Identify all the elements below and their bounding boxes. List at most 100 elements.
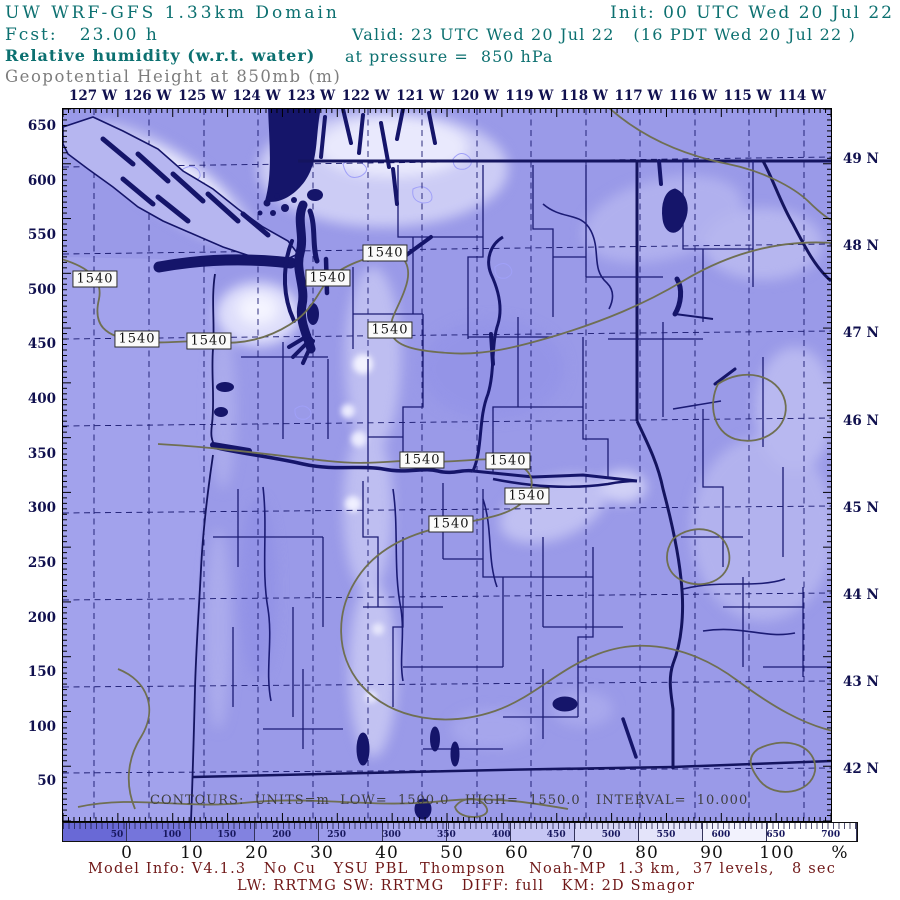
height-contour-label: 1540	[362, 244, 408, 262]
bottom-axis-label: 300	[382, 830, 401, 840]
county-boundaries	[213, 161, 831, 750]
lon-tick-label: 115 W	[723, 88, 772, 104]
colorbar-tick-label: 70	[570, 843, 594, 863]
height-contour-label: 1540	[485, 452, 531, 470]
valid-time: Valid: 23 UTC Wed 20 Jul 22 (16 PDT Wed …	[352, 25, 857, 44]
south-sound	[307, 303, 319, 325]
skagit-bay	[307, 189, 323, 201]
lon-tick-label: 117 W	[614, 88, 663, 104]
lon-tick-label: 116 W	[669, 88, 718, 104]
colorbar-tick-label: 50	[440, 843, 464, 863]
lon-tick-label: 122 W	[341, 88, 390, 104]
height-contour-label: 1540	[305, 269, 351, 287]
left-axis-label: 550	[27, 227, 56, 244]
left-axis-label: 600	[27, 172, 56, 189]
edge-tick-marks	[62, 108, 832, 822]
model-domain-title: UW WRF-GFS 1.33km Domain	[5, 3, 340, 23]
pacific-coastline	[190, 273, 216, 822]
lon-tick-label: 126 W	[123, 88, 172, 104]
lon-tick-label: 121 W	[396, 88, 445, 104]
left-axis-label: 150	[27, 664, 56, 681]
lon-tick-label: 114 W	[778, 88, 827, 104]
colorbar-tick-label: 0	[121, 843, 133, 863]
strait-of-georgia	[265, 107, 321, 202]
left-axis-label: 250	[27, 554, 56, 571]
lat-tick-label: 48 N	[843, 238, 879, 255]
map-svg	[60, 106, 835, 823]
forecast-map	[60, 106, 835, 823]
lon-tick-label: 124 W	[232, 88, 281, 104]
model-info-line1: Model Info: V4.1.3 No Cu YSU PBL Thompso…	[88, 861, 837, 877]
colorbar-tick-label: 80	[635, 843, 659, 863]
bottom-axis-label: 650	[766, 830, 786, 840]
height-contour-label: 1540	[399, 451, 445, 469]
columbia-river-border	[212, 235, 638, 488]
left-axis-label: 50	[37, 773, 56, 790]
bottom-axis-label: 450	[546, 830, 566, 840]
colorbar-tick-label: 40	[375, 843, 399, 863]
left-axis-label: 450	[27, 336, 56, 353]
lon-tick-label: 127 W	[68, 88, 118, 104]
grays-harbor	[216, 382, 234, 392]
bottom-axis-label: 50	[110, 830, 124, 840]
vancouver-island-fjords	[100, 136, 271, 238]
left-axis-label: 650	[27, 118, 56, 134]
bottom-axis-label: 150	[217, 830, 237, 840]
model-info-line2: LW: RRTMG SW: RRTMG DIFF: full KM: 2D Sm…	[237, 878, 696, 894]
colorbar-tick-label: 20	[245, 843, 269, 863]
colorbar-tick-label: 10	[180, 843, 204, 863]
lat-tick-label: 44 N	[843, 587, 879, 603]
contour-info-line: CONTOURS: UNITS=m LOW= 1500.0 HIGH= 1550…	[150, 793, 749, 808]
height-contour-label: 1540	[428, 515, 474, 533]
height-contour-label: 1540	[114, 330, 160, 348]
lat-tick-label: 45 N	[843, 499, 879, 516]
forecast-hour: Fcst: 23.00 h	[5, 25, 159, 45]
lat-tick-label: 49 N	[843, 151, 879, 167]
lat-tick-label: 46 N	[843, 412, 879, 429]
bc-coast-inlets	[319, 107, 437, 169]
colorbar-tick-label: 60	[505, 843, 529, 863]
bottom-axis-label: 250	[327, 830, 346, 840]
colorbar-unit: %	[831, 843, 849, 863]
field-name: Relative humidity (w.r.t. water)	[5, 46, 316, 65]
volcano-peaks	[341, 354, 384, 703]
bottom-axis-label: 700	[821, 830, 841, 840]
left-axis-label: 200	[27, 609, 56, 626]
colorbar-tick-label: 90	[700, 843, 724, 863]
lat-tick-label: 43 N	[843, 674, 879, 691]
lon-tick-label: 120 W	[450, 88, 499, 104]
lon-tick-label: 125 W	[178, 88, 227, 104]
bottom-axis-label: 600	[711, 830, 731, 840]
colorbar-segment	[127, 823, 191, 841]
rivers	[262, 203, 796, 702]
lon-tick-label: 123 W	[287, 88, 336, 104]
lakes	[356, 159, 737, 820]
height-contour-label: 1540	[72, 270, 118, 288]
pacific-ocean	[61, 257, 215, 823]
bottom-axis-label: 100	[162, 830, 182, 840]
overlay-field-name: Geopotential Height at 850mb (m)	[5, 67, 342, 86]
left-axis-label: 400	[27, 391, 56, 408]
rh-colorbar	[62, 822, 858, 842]
state-borders	[192, 159, 832, 779]
colorbar-tick-label: 100	[759, 843, 795, 863]
colorbar-tick-label: 30	[310, 843, 334, 863]
san-juan-islands	[257, 193, 297, 216]
left-axis-label: 300	[27, 500, 56, 517]
field-pressure-level: at pressure = 850 hPa	[345, 47, 554, 66]
strait-juan-de-fuca	[153, 254, 297, 273]
lon-tick-label: 118 W	[559, 88, 608, 104]
bottom-axis-label: 400	[491, 830, 511, 840]
bottom-axis-label: 500	[601, 830, 621, 840]
bottom-axis-label: 550	[656, 830, 676, 840]
bottom-axis-label: 200	[272, 830, 292, 840]
lat-tick-label: 42 N	[843, 761, 879, 778]
elevation-outline-squiggles	[182, 153, 513, 420]
height-contour-label: 1540	[186, 332, 232, 350]
height-contour-label: 1540	[504, 487, 550, 505]
height-contour-label: 1540	[367, 321, 413, 339]
bottom-axis-label: 350	[436, 830, 456, 840]
willapa-bay	[214, 407, 228, 417]
left-axis-label: 350	[27, 445, 56, 462]
